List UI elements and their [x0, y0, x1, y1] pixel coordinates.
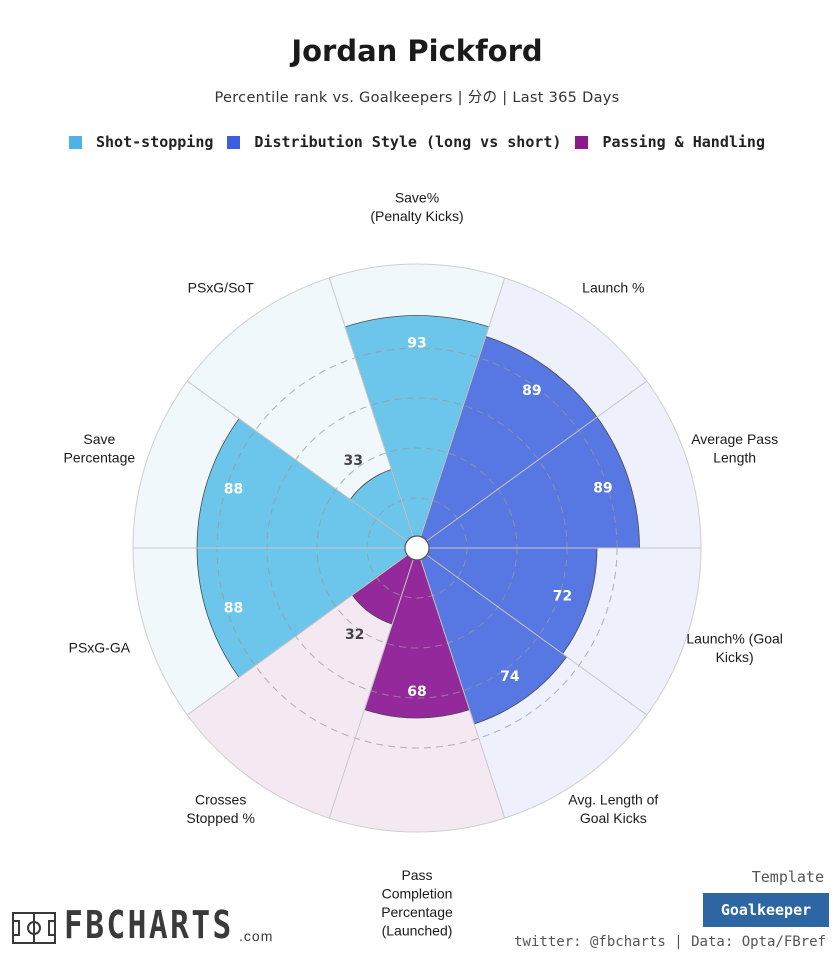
- value-label: 88: [224, 601, 243, 617]
- spoke: [186, 380, 418, 549]
- legend-item-shot-stopping: Shot-stopping: [68, 133, 214, 151]
- legend: Shot-stopping Distribution Style (long v…: [0, 133, 834, 151]
- value-label: 88: [224, 481, 243, 497]
- spoke: [416, 380, 648, 549]
- credits: twitter: @fbcharts | Data: Opta/FBref: [514, 934, 826, 950]
- axis-label-2: Average Pass Length: [691, 431, 778, 466]
- legend-label: Distribution Style (long vs short): [254, 133, 562, 151]
- spoke: [416, 277, 506, 549]
- value-label: 33: [343, 453, 362, 469]
- background-wedge: [187, 548, 417, 819]
- legend-item-passing: Passing & Handling: [575, 133, 765, 151]
- legend-swatch: [68, 135, 82, 149]
- value-label: 74: [500, 669, 520, 685]
- axis-label-1: Launch %: [582, 279, 644, 295]
- legend-swatch: [575, 135, 589, 149]
- axis-label-0: Save% (Penalty Kicks): [370, 190, 463, 225]
- axis-label-4: Avg. Length of Goal Kicks: [568, 791, 658, 826]
- value-label: 68: [407, 684, 426, 700]
- chart-title: Jordan Pickford: [291, 34, 543, 68]
- value-label: 93: [407, 336, 426, 352]
- logo-text: FBCHARTS: [64, 903, 234, 947]
- logo-suffix: .com: [239, 928, 274, 944]
- axis-label-9: PSxG/SoT: [188, 279, 255, 295]
- template-label: Template: [751, 868, 824, 886]
- axis-label-8: Save Percentage: [64, 431, 136, 466]
- axis-label-7: PSxG-GA: [69, 640, 131, 656]
- legend-label: Shot-stopping: [95, 133, 214, 151]
- legend-swatch: [227, 135, 241, 149]
- axis-label-6: Crosses Stopped %: [186, 791, 255, 826]
- spoke: [416, 547, 648, 716]
- chart-subtitle: Percentile rank vs. Goalkeepers | 分の | L…: [214, 90, 620, 106]
- value-label: 89: [522, 383, 541, 399]
- fbcharts-logo: FBCHARTS .com: [12, 906, 273, 944]
- value-label: 32: [345, 627, 364, 643]
- template-badge: Goalkeeper: [703, 893, 829, 927]
- axis-label-5: Pass Completion Percentage (Launched): [381, 867, 453, 939]
- spoke: [416, 547, 506, 819]
- value-label: 72: [553, 588, 572, 604]
- value-label: 89: [593, 481, 612, 497]
- spoke: [328, 547, 418, 819]
- spoke: [186, 547, 418, 716]
- background-wedge: [187, 277, 417, 548]
- legend-label: Passing & Handling: [602, 133, 765, 151]
- legend-item-distribution: Distribution Style (long vs short): [227, 133, 561, 151]
- center-hole: [404, 535, 430, 561]
- axis-label-3: Launch% (Goal Kicks): [686, 630, 783, 665]
- spoke: [328, 277, 418, 549]
- pitch-icon: [12, 912, 56, 944]
